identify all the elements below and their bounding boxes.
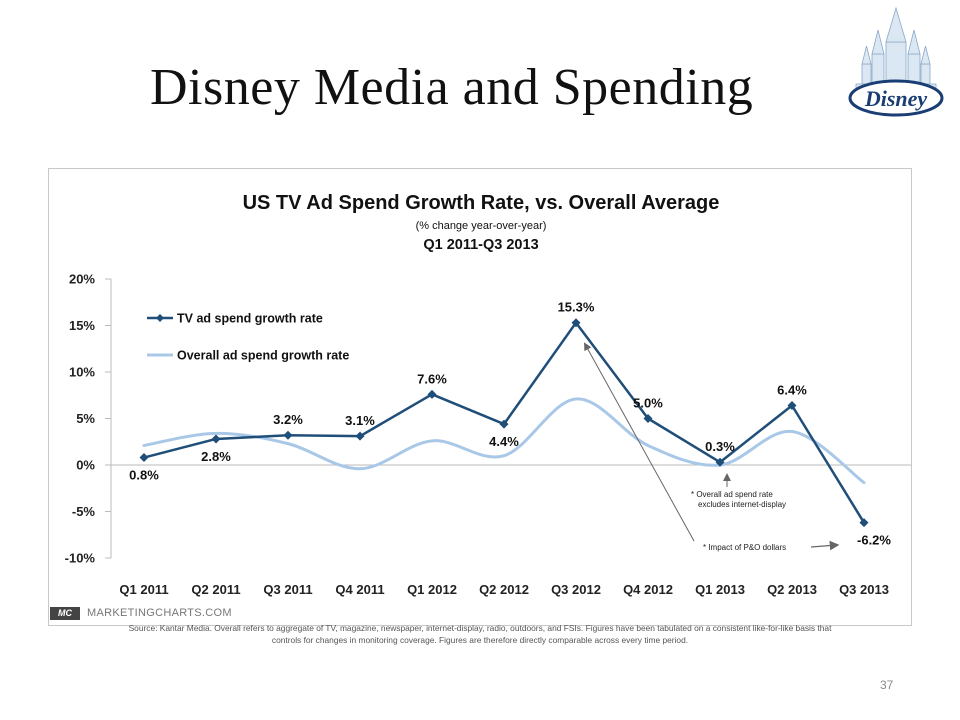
x-tick-label: Q3 2013 (839, 582, 889, 597)
legend-label-overall: Overall ad spend growth rate (177, 349, 349, 363)
tv-data-label: 15.3% (558, 300, 595, 315)
tv-data-point (499, 419, 509, 429)
y-tick-label: 10% (69, 365, 95, 380)
x-tick-label: Q3 2012 (551, 582, 601, 597)
tv-data-point (355, 431, 365, 441)
x-tick-label: Q4 2011 (335, 582, 384, 597)
page-number: 37 (880, 678, 894, 692)
x-tick-label: Q1 2012 (407, 582, 457, 597)
line-chart: US TV Ad Spend Growth Rate, vs. Overall … (65, 192, 911, 597)
y-tick-label: -5% (72, 504, 96, 519)
tv-data-label: 4.4% (489, 434, 519, 449)
annotation-arrow-15 (584, 342, 695, 542)
tv-data-point (715, 457, 725, 467)
tv-data-point (427, 389, 437, 399)
tv-data-point (571, 318, 581, 328)
brand-name: MARKETINGCHARTS.COM (87, 607, 232, 619)
tv-data-label: 0.3% (705, 439, 735, 454)
logo-wordmark: Disney (864, 86, 928, 111)
x-tick-label: Q1 2011 (119, 582, 168, 597)
mc-logo-icon: MC (50, 606, 80, 620)
tv-data-point (211, 434, 221, 444)
x-tick-label: Q2 2012 (479, 582, 529, 597)
logo-oval (848, 79, 944, 117)
y-tick-label: 15% (69, 318, 95, 333)
y-axis-ticks: 20% 15% 10% 5% 0% -5% -10% (65, 272, 111, 566)
annotation-arrow-po (810, 540, 840, 551)
legend: TV ad spend growth rate Overall ad spend… (147, 312, 349, 363)
source-line-2: controls for changes in monitoring cover… (271, 635, 689, 645)
y-tick-label: 5% (76, 411, 95, 426)
x-tick-label: Q2 2011 (191, 582, 240, 597)
tv-data-labels: 0.8% 2.8% 3.2% 3.1% 7.6% 4.4% 15.3% 5.0% 0.3% 6.4… (129, 300, 891, 548)
source-note: Source: Kantar Media. Overall refers to … (60, 622, 900, 646)
tv-data-point (787, 400, 797, 410)
x-tick-label: Q2 2013 (767, 582, 817, 597)
overall-series-line (142, 397, 866, 485)
x-tick-label: Q1 2013 (695, 582, 745, 597)
tv-data-label: 7.6% (417, 371, 447, 386)
x-tick-label: Q4 2012 (623, 582, 673, 597)
tv-data-point (859, 518, 869, 528)
tv-data-point (643, 414, 653, 423)
y-tick-label: 0% (76, 458, 95, 473)
x-tick-label: Q3 2011 (263, 582, 312, 597)
y-tick-label: 20% (69, 272, 95, 287)
legend-marker-tv (156, 314, 164, 322)
tv-series-points (139, 318, 869, 528)
x-axis-ticks: Q1 2011 Q2 2011 Q3 2011 Q4 2011 Q1 2012 Q2 20… (119, 582, 889, 597)
tv-data-point (283, 430, 293, 440)
y-tick-label: -10% (65, 551, 96, 566)
tv-data-label: 5.0% (633, 396, 663, 411)
annotation-text-1: * Overall ad spend rate excludes internet… (691, 490, 786, 509)
chart-title: US TV Ad Spend Growth Rate, vs. Overall … (243, 192, 720, 214)
tv-data-label: -6.2% (857, 533, 891, 548)
chart-subtitle: (% change year-over-year) (416, 220, 547, 232)
disney-logo: Disney (848, 6, 944, 117)
annotation-internet-display: * Overall ad spend rate excludes internet… (584, 342, 786, 542)
tv-data-label: 0.8% (129, 468, 159, 483)
legend-label-tv: TV ad spend growth rate (177, 312, 323, 326)
chart-frame: US TV Ad Spend Growth Rate, vs. Overall … (48, 168, 912, 626)
slide-title: Disney Media and Spending (150, 59, 754, 116)
source-line-1: Source: Kantar Media. Overall refers to … (128, 623, 832, 633)
tv-data-point (139, 453, 149, 463)
tv-data-label: 2.8% (201, 449, 231, 464)
chart-date-range: Q1 2011-Q3 2013 (423, 237, 538, 253)
annotation-po-dollars: * Impact of P&O dollars (703, 540, 840, 552)
tv-data-label: 3.2% (273, 412, 303, 427)
tv-data-label: 6.4% (777, 382, 807, 397)
annotation-text-2: * Impact of P&O dollars (703, 543, 786, 552)
tv-data-label: 3.1% (345, 413, 375, 428)
marketingcharts-brand: MC MARKETINGCHARTS.COM (48, 606, 910, 620)
